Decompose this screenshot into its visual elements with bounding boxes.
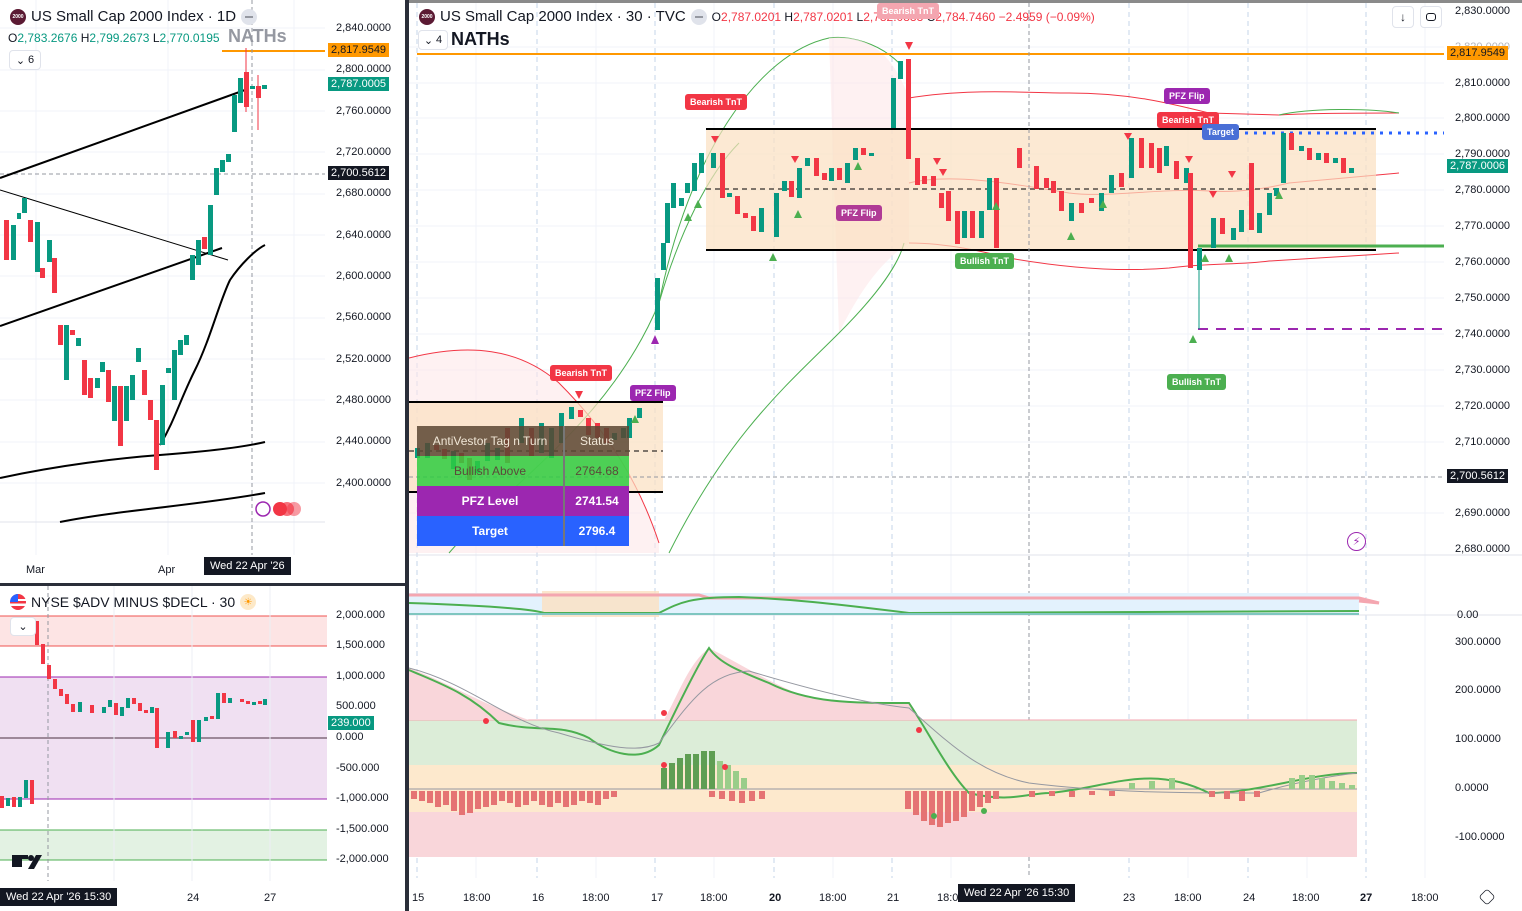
antivestor-table: AntiVestor Tag n Turn Status Bullish Abo… (417, 426, 629, 546)
hide-icon[interactable] (241, 8, 258, 25)
chevron-down-icon: ⌄ (423, 34, 434, 47)
table-header: AntiVestor Tag n Turn (417, 426, 565, 456)
signal-label: Bearish TnT (685, 94, 748, 110)
symbol-logo-icon: 2000 (10, 8, 26, 25)
daily-candles (4, 48, 267, 470)
pane-divider[interactable] (0, 583, 405, 586)
naths-label: NATHs (228, 26, 287, 46)
us-flag-icon (10, 594, 26, 610)
breadth-chart-canvas[interactable] (0, 586, 405, 911)
signal-label: Target (1202, 124, 1239, 140)
breadth-collapse-button[interactable]: ⌄ (10, 617, 36, 636)
daily-chart-legend[interactable]: 2000 US Small Cap 2000 Index · 1D (10, 8, 258, 25)
main-pane-top-border (409, 0, 1522, 3)
naths-label: NATHs (451, 29, 510, 49)
market-open-icon: ☀ (240, 594, 257, 610)
signal-label: PFZ Flip (1164, 88, 1210, 104)
arrow-down-icon: ↓ (1400, 10, 1406, 24)
naths-price-tag: 2,817.9549 (1447, 46, 1509, 60)
breadth-chart-legend[interactable]: NYSE $ADV MINUS $DECL · 30 ☀ (10, 594, 257, 610)
lightning-event-icon[interactable]: ⚡ (1347, 532, 1366, 551)
signal-label: Bullish TnT (955, 253, 1014, 269)
maximize-icon (1426, 13, 1436, 21)
daily-chart-pane[interactable]: 2000 US Small Cap 2000 Index · 1D O2,783… (0, 0, 405, 583)
table-row: PFZ Level 2741.54 (417, 486, 629, 516)
last-price-tag: 2,787.0005 (328, 77, 390, 91)
crosshair-price-tag: 2,700.5612 (328, 166, 390, 180)
signal-label: PFZ Flip (630, 385, 676, 401)
breadth-chart-title[interactable]: NYSE $ADV MINUS $DECL · 30 (31, 594, 236, 610)
signal-label: Bullish TnT (1167, 374, 1226, 390)
daily-ohlc: O2,783.2676 H2,799.2673 L2,770.0195 (8, 31, 220, 45)
main-crosshair-time: Wed 22 Apr '26 15:30 (958, 884, 1076, 902)
main-chart-pane[interactable]: 2000 US Small Cap 2000 Index · 30 · TVC … (409, 3, 1522, 911)
crosshair-time-tag: Wed 22 Apr '26 (204, 557, 291, 575)
signal-label: Bearish TnT (877, 3, 940, 19)
tradingview-logo (12, 855, 42, 869)
table-header: Status (579, 434, 615, 448)
symbol-logo-icon: 2000 (419, 8, 435, 25)
naths-price-tag: 2,817.9549 (328, 43, 390, 57)
indicators-toggle-button[interactable]: ⌄ 6 (9, 50, 41, 70)
breadth-crosshair-time: Wed 22 Apr '26 15:30 (0, 888, 118, 906)
fullscreen-button[interactable] (1420, 6, 1442, 28)
daily-chart-canvas[interactable] (0, 0, 405, 583)
table-row: Target 2796.4 (417, 516, 629, 546)
last-price-tag: 2,787.0006 (1447, 159, 1509, 173)
hide-icon[interactable] (690, 8, 707, 25)
breadth-chart-pane[interactable]: NYSE $ADV MINUS $DECL · 30 ☀ ⌄ 2,000.000… (0, 586, 405, 911)
pane-divider-vertical[interactable] (405, 0, 409, 911)
signal-label: PFZ Flip (836, 205, 882, 221)
crosshair-price-tag: 2,700.5612 (1447, 469, 1509, 483)
main-chart-title[interactable]: US Small Cap 2000 Index · 30 · TVC (440, 8, 686, 25)
signal-label: Bearish TnT (550, 365, 613, 381)
daily-chart-title[interactable]: US Small Cap 2000 Index · 1D (31, 8, 237, 25)
breadth-last-tag: 239.000 (328, 716, 374, 730)
scroll-to-latest-button[interactable]: ↓ (1392, 6, 1414, 28)
table-row: Bullish Above 2764.68 (417, 456, 629, 486)
main-chart-legend[interactable]: 2000 US Small Cap 2000 Index · 30 · TVC … (419, 8, 1095, 25)
main-indicators-toggle[interactable]: ⌄ 4 (418, 30, 448, 50)
chevron-down-icon: ⌄ (15, 54, 26, 67)
chevron-down-icon: ⌄ (18, 621, 28, 633)
